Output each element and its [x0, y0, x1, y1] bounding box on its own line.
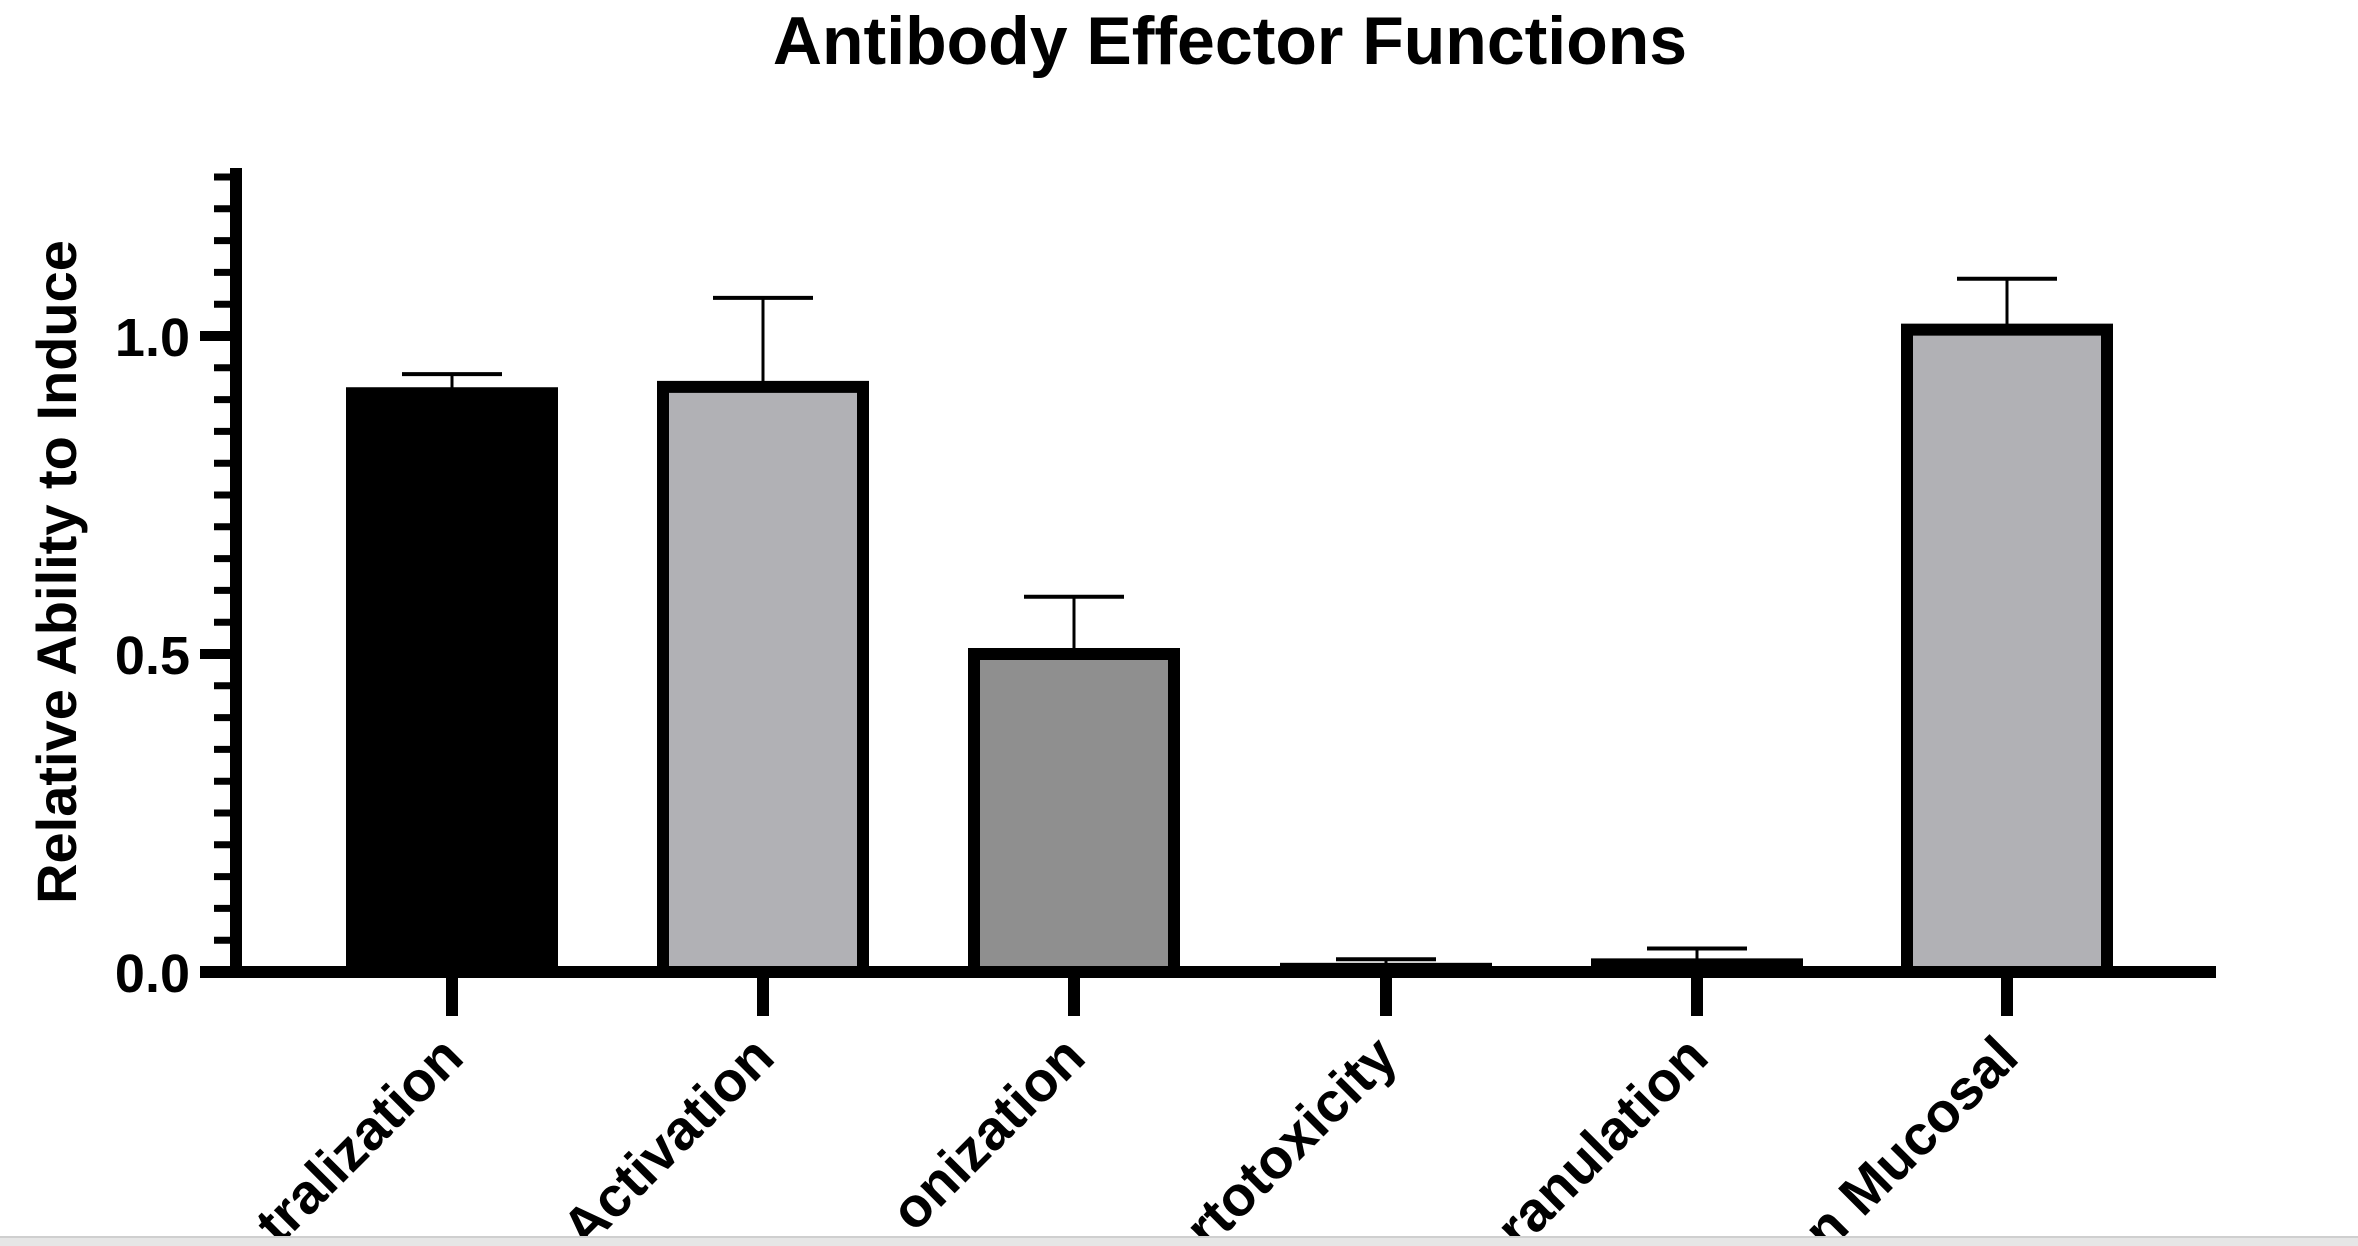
y-axis-label: Relative Ability to Induce [25, 240, 88, 904]
x-tick-label: rtotoxicity [1173, 1024, 1409, 1246]
x-tick-label: tralization [243, 1024, 475, 1246]
bars [346, 276, 2113, 979]
y-ticks: 0.0 0.5 1.0 [115, 308, 236, 1004]
x-tick-label: n Mucosal [1791, 1024, 2029, 1246]
y-tick-label: 0.5 [115, 626, 190, 686]
bar [346, 387, 558, 978]
x-tick-label: Activation [550, 1024, 786, 1246]
x-tick-label: onization [878, 1024, 1096, 1242]
y-tick-label: 1.0 [115, 308, 190, 368]
x-tick-label: ranulation [1484, 1024, 1720, 1246]
y-tick-label: 0.0 [115, 944, 190, 1004]
x-ticks: tralization Activation onization rtotoxicit… [243, 972, 2029, 1246]
bar [657, 380, 869, 978]
bar [968, 648, 1180, 978]
bar [1901, 323, 2113, 978]
window-bottom-edge [0, 1236, 2358, 1246]
chart-title: Antibody Effector Functions [773, 3, 1687, 79]
